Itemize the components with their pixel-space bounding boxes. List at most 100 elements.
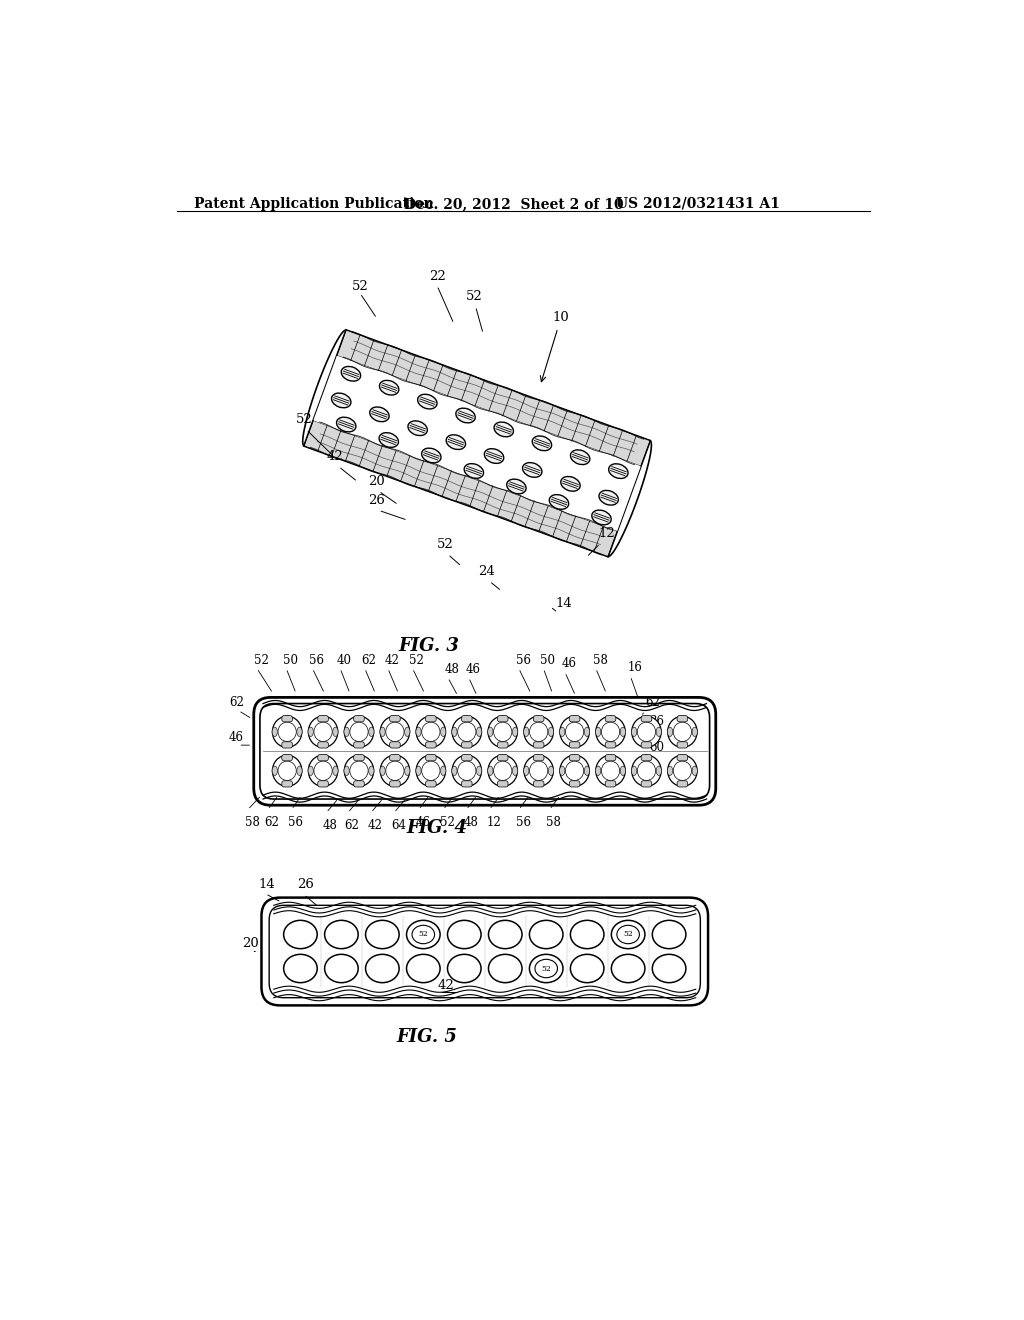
Ellipse shape [407,954,440,982]
FancyBboxPatch shape [605,780,615,787]
Text: 62: 62 [345,818,359,832]
Ellipse shape [596,755,626,787]
Ellipse shape [570,450,590,465]
Text: Patent Application Publication: Patent Application Publication [194,197,433,211]
Ellipse shape [452,727,457,737]
FancyBboxPatch shape [605,715,615,722]
Text: 50: 50 [283,653,298,667]
Text: 56: 56 [515,816,530,829]
Text: 52: 52 [419,931,428,939]
Text: 14: 14 [556,598,572,610]
Ellipse shape [692,766,697,775]
FancyBboxPatch shape [569,715,580,722]
Ellipse shape [652,954,686,982]
Ellipse shape [297,727,302,737]
FancyBboxPatch shape [677,780,688,787]
Text: 62: 62 [645,696,659,709]
Ellipse shape [456,408,475,422]
Ellipse shape [476,727,482,737]
Ellipse shape [561,477,581,491]
Text: 58: 58 [547,816,561,829]
Ellipse shape [325,920,358,949]
Text: 42: 42 [327,450,344,462]
Text: 20: 20 [243,937,259,950]
Ellipse shape [632,755,662,787]
Ellipse shape [668,755,697,787]
Ellipse shape [440,766,445,775]
FancyBboxPatch shape [353,715,365,722]
FancyBboxPatch shape [569,755,580,760]
FancyBboxPatch shape [534,780,544,787]
Ellipse shape [596,766,601,775]
Text: 64: 64 [391,818,406,832]
Ellipse shape [632,766,637,775]
Text: 52: 52 [542,965,551,973]
Text: 20: 20 [368,475,384,488]
Ellipse shape [668,717,697,747]
Ellipse shape [596,717,626,747]
Ellipse shape [416,766,421,775]
Ellipse shape [512,727,518,737]
FancyBboxPatch shape [641,755,651,760]
Ellipse shape [416,717,445,747]
Ellipse shape [484,449,504,463]
FancyBboxPatch shape [569,780,580,787]
Text: 58: 58 [593,653,607,667]
FancyBboxPatch shape [317,715,329,722]
Text: FIG. 5: FIG. 5 [396,1028,458,1047]
Text: 52: 52 [410,653,424,667]
Text: 52: 52 [440,816,455,829]
Text: 48: 48 [323,818,338,832]
Ellipse shape [447,920,481,949]
FancyBboxPatch shape [498,780,508,787]
Ellipse shape [452,755,481,787]
Ellipse shape [408,421,427,436]
Text: 12: 12 [599,527,615,540]
Ellipse shape [599,491,618,506]
Ellipse shape [332,393,351,408]
FancyBboxPatch shape [261,898,708,1006]
Ellipse shape [559,727,565,737]
Text: 52: 52 [624,931,633,939]
Text: 14: 14 [258,878,275,891]
Ellipse shape [487,766,493,775]
Ellipse shape [559,766,565,775]
Ellipse shape [344,755,374,787]
Text: 52: 52 [466,290,482,304]
FancyBboxPatch shape [282,755,293,760]
Text: 12: 12 [486,816,501,829]
FancyBboxPatch shape [317,742,329,748]
Text: 56: 56 [289,816,303,829]
Ellipse shape [344,766,349,775]
Ellipse shape [308,717,338,747]
FancyBboxPatch shape [282,715,293,722]
FancyBboxPatch shape [389,742,400,748]
FancyBboxPatch shape [605,742,615,748]
Ellipse shape [308,766,313,775]
FancyBboxPatch shape [353,780,365,787]
FancyBboxPatch shape [462,715,472,722]
Ellipse shape [560,755,590,787]
Ellipse shape [369,766,374,775]
Text: FIG. 3: FIG. 3 [398,638,460,655]
FancyBboxPatch shape [426,715,436,722]
Text: 48: 48 [463,816,478,829]
Ellipse shape [668,727,673,737]
Ellipse shape [366,954,399,982]
FancyBboxPatch shape [641,780,651,787]
Ellipse shape [570,954,604,982]
Ellipse shape [529,920,563,949]
Ellipse shape [380,766,385,775]
Ellipse shape [529,954,563,982]
FancyBboxPatch shape [534,755,544,760]
Ellipse shape [632,717,662,747]
Ellipse shape [325,954,358,982]
FancyBboxPatch shape [317,780,329,787]
Text: 10: 10 [553,312,569,323]
FancyBboxPatch shape [389,780,400,787]
FancyBboxPatch shape [534,742,544,748]
Ellipse shape [452,766,457,775]
FancyBboxPatch shape [389,715,400,722]
Ellipse shape [337,417,356,432]
Ellipse shape [418,395,437,409]
